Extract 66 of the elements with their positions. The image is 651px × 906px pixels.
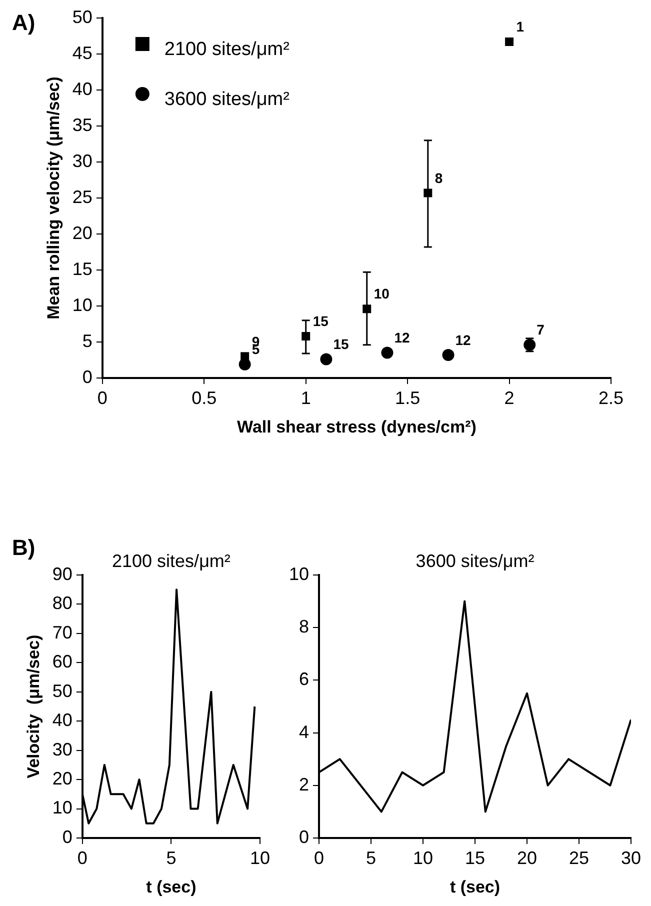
x-axis-title: t (sec) — [450, 877, 500, 896]
x-tick-label: 5 — [366, 848, 376, 868]
y-tick-label: 20 — [72, 222, 92, 243]
y-tick-label: 45 — [72, 42, 92, 63]
y-tick-label: 50 — [72, 6, 92, 27]
x-tick-label: 1.5 — [395, 388, 420, 408]
y-tick-label: 35 — [72, 114, 92, 135]
x-tick-label: 10 — [413, 848, 434, 868]
point — [505, 38, 514, 46]
x-tick-label: 30 — [620, 848, 642, 868]
annotation: 7 — [536, 322, 545, 338]
point — [381, 346, 394, 359]
y-tick-label: 10 — [52, 798, 72, 818]
y-tick-label: 15 — [72, 258, 92, 279]
x-tick-label: 2.5 — [598, 388, 624, 408]
x-tick-label: 0 — [97, 388, 108, 408]
text: B) — [12, 535, 36, 560]
y-tick-label: 6 — [299, 669, 310, 690]
y-tick-label: 25 — [72, 186, 92, 207]
y-tick-label: 8 — [299, 616, 310, 637]
chart-title: 2100 sites/μm² — [112, 550, 230, 571]
y-tick-label: 30 — [52, 739, 72, 760]
point — [442, 348, 454, 361]
x-tick-label: 0.5 — [192, 388, 217, 408]
x-tick-label: 25 — [568, 848, 590, 868]
chart-title: 3600 sites/μm² — [416, 550, 534, 571]
y-tick-label: 20 — [52, 768, 72, 789]
y-tick-label: 30 — [72, 150, 92, 171]
x-tick-label: 1 — [300, 388, 311, 408]
x-tick-label: 15 — [464, 848, 486, 868]
annotation: 8 — [434, 170, 443, 186]
x-axis-title: Wall shear stress (dynes/cm²) — [237, 417, 476, 436]
x-axis-title: t (sec) — [146, 877, 196, 896]
point — [320, 353, 332, 366]
x-tick-label: 20 — [516, 848, 538, 868]
text: A) — [12, 10, 36, 35]
y-tick-label: 90 — [52, 564, 72, 584]
point — [240, 352, 250, 361]
y-tick-label: 0 — [299, 826, 310, 847]
annotation: 1 — [516, 18, 524, 35]
annotation: 12 — [455, 332, 472, 348]
y-tick-label: 0 — [62, 826, 72, 847]
x-tick-label: 0 — [314, 848, 324, 868]
legend-label: 3600 sites/μm² — [164, 89, 290, 110]
annotation: 12 — [394, 330, 410, 346]
y-tick-label: 50 — [52, 680, 72, 701]
y-tick-label: 10 — [288, 564, 310, 584]
annotation: 10 — [374, 286, 390, 302]
y-axis-title: Velocity (μm/sec) — [24, 634, 43, 778]
legend-label: 2100 sites/μm² — [164, 39, 290, 60]
x-tick-label: 2 — [504, 388, 514, 408]
x-tick-label: 5 — [166, 848, 176, 868]
y-tick-label: 10 — [72, 294, 92, 315]
y-tick-label: 2 — [299, 774, 310, 794]
x-tick-label: 10 — [250, 848, 270, 868]
y-tick-label: 70 — [52, 622, 72, 642]
y-tick-label: 40 — [72, 78, 92, 99]
y-tick-label: 40 — [52, 710, 72, 730]
annotation: 15 — [333, 336, 349, 352]
y-tick-label: 60 — [52, 652, 72, 672]
y-tick-label: 0 — [82, 366, 92, 387]
y-tick-label: 80 — [52, 593, 72, 614]
y-tick-label: 5 — [82, 330, 92, 351]
annotation: 15 — [312, 313, 329, 330]
y-axis-title: Mean rolling velocity (μm/sec) — [44, 76, 63, 320]
y-tick-label: 4 — [299, 722, 310, 742]
